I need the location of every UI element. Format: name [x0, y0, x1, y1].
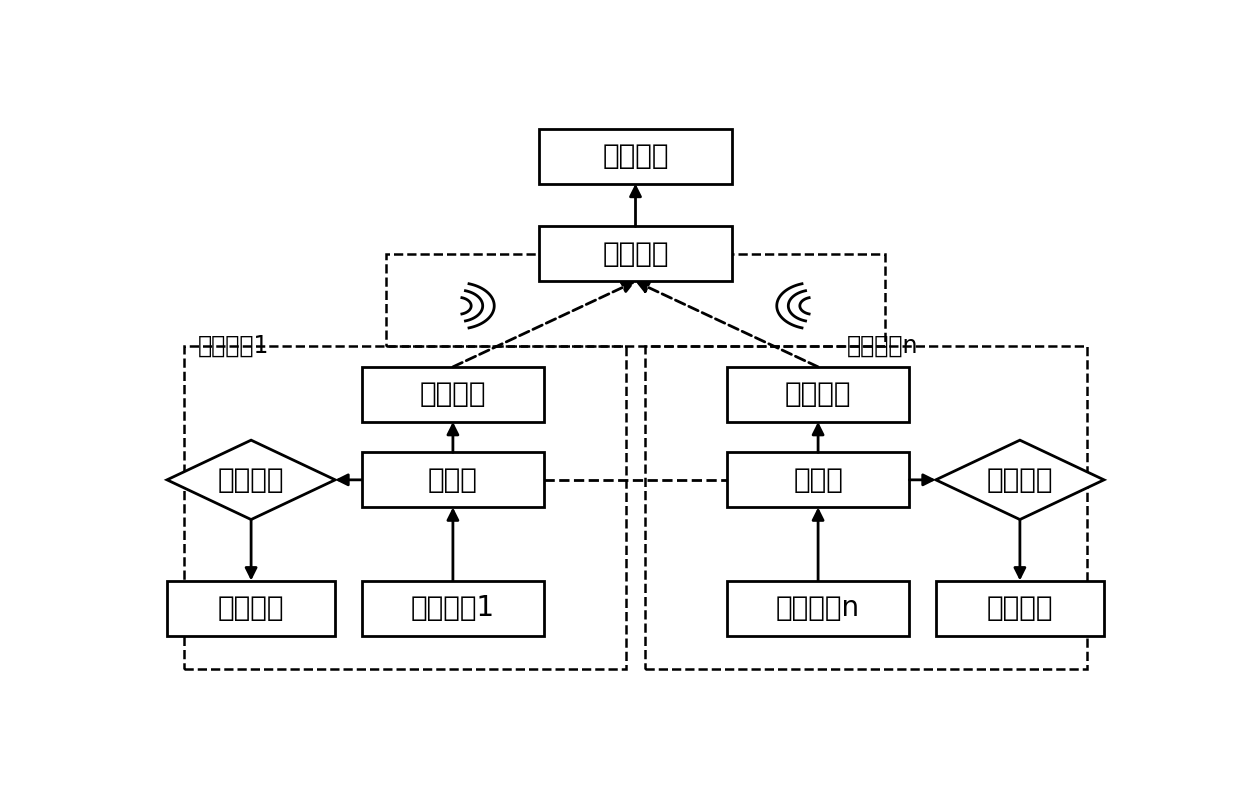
Text: 中断报警: 中断报警	[987, 594, 1053, 622]
FancyBboxPatch shape	[936, 580, 1104, 635]
FancyBboxPatch shape	[362, 367, 544, 422]
Text: 单片机: 单片机	[794, 465, 843, 494]
FancyBboxPatch shape	[539, 128, 732, 184]
Text: 采集主站: 采集主站	[603, 142, 668, 170]
Polygon shape	[936, 440, 1104, 519]
FancyBboxPatch shape	[539, 227, 732, 282]
FancyBboxPatch shape	[167, 580, 335, 635]
Text: 采集分站1: 采集分站1	[198, 334, 269, 358]
Text: 无线发射: 无线发射	[785, 381, 852, 408]
Text: 数据采集1: 数据采集1	[410, 594, 495, 622]
Text: 中断报警: 中断报警	[218, 594, 284, 622]
Text: 阈值判断: 阈值判断	[218, 465, 284, 494]
FancyBboxPatch shape	[362, 452, 544, 508]
Text: 阈值判断: 阈值判断	[987, 465, 1053, 494]
Text: 无线发射: 无线发射	[419, 381, 486, 408]
FancyBboxPatch shape	[727, 452, 909, 508]
Text: 无线接收: 无线接收	[603, 240, 668, 268]
Text: 单片机: 单片机	[428, 465, 477, 494]
FancyBboxPatch shape	[727, 367, 909, 422]
Text: 采集分站n: 采集分站n	[847, 334, 919, 358]
FancyBboxPatch shape	[727, 580, 909, 635]
Polygon shape	[167, 440, 335, 519]
FancyBboxPatch shape	[362, 580, 544, 635]
Text: 数据采集n: 数据采集n	[776, 594, 861, 622]
